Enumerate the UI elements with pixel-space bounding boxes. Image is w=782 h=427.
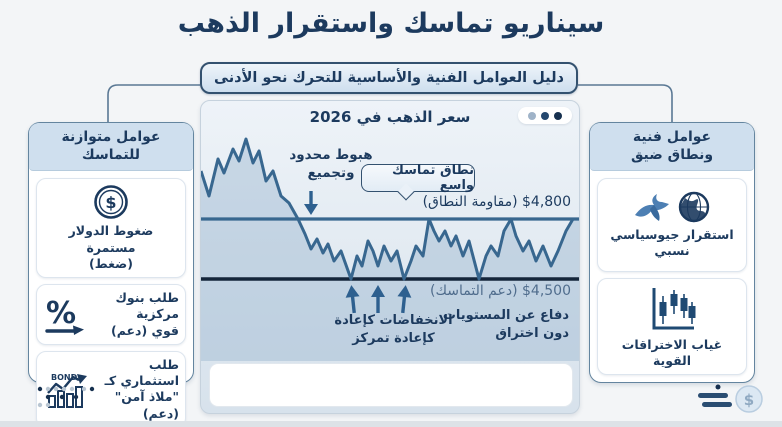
empty-note-box [209, 363, 573, 407]
geopolitical-stability-card: استقرار جيوسياسي نسبي [597, 178, 747, 272]
bond-icon-text: BOND [51, 373, 78, 382]
header-line: عوامل متوازنة [61, 129, 161, 145]
price-line-chart [201, 137, 579, 361]
technical-factors-cards: استقرار جيوسياسي نسبي [590, 171, 754, 382]
card-label: طلب استثماري كـ "ملاذ آمن" (دعم) [104, 356, 179, 421]
up-arrows-icon [345, 285, 412, 314]
resistance-price-label: $4,800 (مقاومة النطاق) [422, 194, 571, 210]
globe-icon [678, 191, 710, 223]
dollar-coin-icon: $ [93, 184, 129, 220]
central-bank-demand-card: طلب بنوك مركزية قوي (دعم) % [36, 284, 186, 345]
bottom-strip [0, 421, 782, 427]
limited-decline-annotation: هبوط محدود وتجميع [289, 147, 373, 182]
chart-title: سعر الذهب في 2026 [309, 108, 471, 126]
safe-haven-demand-card: طلب استثماري كـ "ملاذ آمن" (دعم) BOND [36, 350, 186, 427]
svg-text:$: $ [744, 391, 754, 409]
header-line: عوامل فنية [632, 129, 712, 145]
down-arrow-icon [304, 191, 318, 215]
subtitle-banner: دليل العوامل الفنية والأساسية للتحرك نحو… [200, 62, 578, 94]
balanced-factors-panel: عوامل متوازنة للتماسك $ ضغوط الدولار مست… [28, 122, 194, 427]
balanced-factors-cards: $ ضغوط الدولار مستمرة (ضغط) طلب بنوك مرك… [29, 171, 193, 427]
consolidation-range-bubble: نطاق تماسك واسع [361, 163, 475, 193]
card-label: غياب الاختراقات القوية [621, 336, 723, 368]
dove-and-globe-icons [633, 190, 711, 224]
price-line [201, 137, 579, 281]
support-price-label: $4,500 (دعم التماسك) [430, 283, 571, 299]
percent-icon: % [43, 293, 87, 337]
flying-coin-icon: $ [698, 384, 763, 413]
technical-factors-header: عوامل فنية ونطاق ضيق [590, 123, 754, 172]
dips-annotation: الانخفاضات كإعادة كإعادة تمركز [334, 313, 453, 346]
technical-factors-panel: عوامل فنية ونطاق ضيق استقرار [589, 122, 755, 383]
svg-text:%: % [46, 296, 76, 331]
dove-icon [635, 194, 669, 222]
header-line: للتماسك [81, 147, 141, 164]
defense-annotation: دفاع عن المستويات دون اختراق [442, 308, 569, 342]
svg-text:$: $ [105, 193, 116, 212]
page-title: سيناريو تماسك واستقرار الذهب [177, 8, 605, 39]
candlestick-chart-icon [646, 284, 698, 334]
three-dots-icon [518, 107, 572, 124]
card-label: ضغوط الدولار مستمرة (ضغط) [68, 223, 154, 271]
balanced-factors-header: عوامل متوازنة للتماسك [29, 123, 193, 172]
dots-decoration [37, 386, 95, 408]
header-line: ونطاق ضيق [630, 147, 714, 164]
card-label: طلب بنوك مركزية قوي (دعم) [110, 290, 179, 338]
dollar-pressure-card: $ ضغوط الدولار مستمرة (ضغط) [36, 178, 186, 279]
card-label: استقرار جيوسياسي نسبي [610, 227, 734, 259]
no-breakouts-card: غياب الاختراقات القوية [597, 277, 747, 375]
gold-price-chart-card: سعر الذهب في 2026 [200, 100, 580, 414]
